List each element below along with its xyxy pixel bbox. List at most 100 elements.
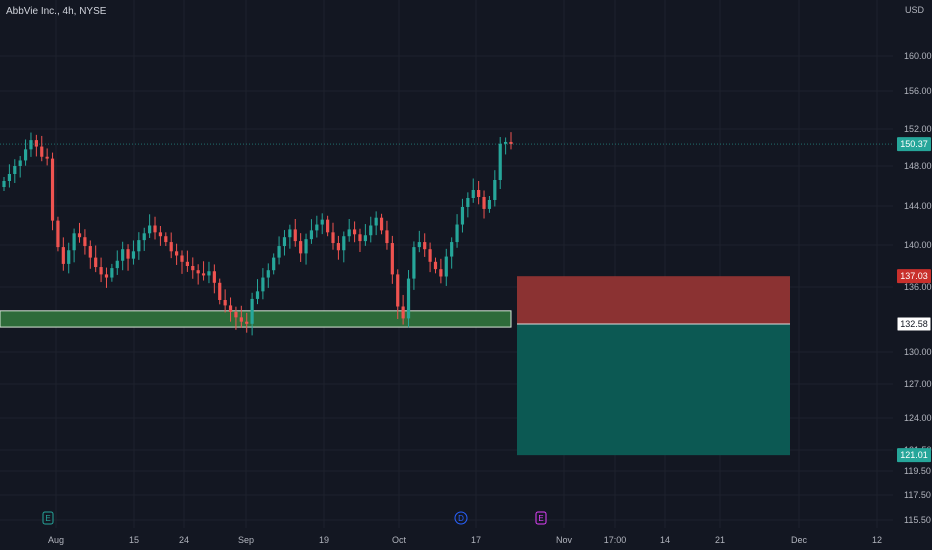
candle-body xyxy=(18,160,22,166)
candle-body xyxy=(352,229,357,235)
candle-body xyxy=(126,249,130,259)
event-marker-dividend[interactable]: D xyxy=(454,511,468,525)
time-axis-label: 21 xyxy=(715,535,725,545)
candle-body xyxy=(61,247,65,264)
candle-body xyxy=(439,269,443,277)
candle-body xyxy=(196,270,200,274)
candle-body xyxy=(239,317,243,322)
event-marker-label: E xyxy=(45,514,50,523)
candle-body xyxy=(487,200,492,209)
entry-price-tag: 132.58 xyxy=(896,316,932,332)
time-axis-label: 15 xyxy=(129,535,139,545)
candle-body xyxy=(363,235,367,242)
candle-body xyxy=(471,190,475,198)
candle-body xyxy=(504,141,508,144)
last-price-tag: 150.37 xyxy=(897,137,931,152)
candle-body xyxy=(347,229,351,237)
price-tags: 150.37 137.03 132.58 121.01 xyxy=(896,137,932,463)
candle-body xyxy=(115,260,119,269)
candle-body xyxy=(148,225,152,234)
candle-body xyxy=(110,268,114,278)
time-axis-label: Nov xyxy=(556,535,573,545)
time-axis-label: 14 xyxy=(660,535,670,545)
candle-body xyxy=(13,166,17,174)
time-axis-label: 24 xyxy=(179,535,189,545)
price-axis-label: 130.00 xyxy=(904,347,932,357)
candle-body xyxy=(493,180,497,200)
price-axis-label: 152.00 xyxy=(904,124,932,134)
candle-body xyxy=(131,251,136,259)
candle-body xyxy=(477,190,481,197)
candle-body xyxy=(309,230,314,240)
candle-body xyxy=(201,273,206,276)
candle-body xyxy=(385,230,389,244)
candle-body xyxy=(320,219,324,225)
candle-body xyxy=(412,247,416,279)
candle-body xyxy=(277,246,281,258)
candle-body xyxy=(304,239,308,254)
candle-body xyxy=(7,174,11,181)
candle-body xyxy=(34,140,38,147)
candle-body xyxy=(509,141,513,145)
time-axis-label: Dec xyxy=(791,535,808,545)
candle-body xyxy=(218,282,222,300)
candle-body xyxy=(336,243,341,251)
price-axis[interactable]: USD 160.00 156.00 152.00 148.00 144.00 140.00… xyxy=(904,5,932,525)
short-position-stop-zone[interactable] xyxy=(517,276,790,325)
stop-price-tag-value: 137.03 xyxy=(900,271,928,281)
candle-body xyxy=(2,181,6,187)
candle-body xyxy=(433,261,438,270)
candle-body xyxy=(50,158,55,221)
candle-body xyxy=(174,251,179,256)
drawing-zones[interactable] xyxy=(0,276,790,456)
candle-body xyxy=(406,278,411,319)
candle-body xyxy=(164,236,168,243)
price-axis-label: 124.00 xyxy=(904,413,932,423)
time-axis-label: 17 xyxy=(471,535,481,545)
candle-body xyxy=(444,256,448,277)
candle-body xyxy=(250,298,254,324)
support-zone[interactable] xyxy=(0,310,512,328)
candle-body xyxy=(56,220,60,248)
event-marker-earnings-upcoming[interactable]: E xyxy=(535,511,547,525)
event-marker-label: D xyxy=(458,514,464,523)
candle-body xyxy=(245,321,249,324)
candle-body xyxy=(272,257,276,271)
candle-body xyxy=(255,291,260,299)
candle-body xyxy=(417,242,421,248)
candle-body xyxy=(185,261,189,266)
candle-body xyxy=(223,300,227,306)
entry-price-tag-value: 132.58 xyxy=(900,319,928,329)
candle-body xyxy=(212,271,216,283)
candle-body xyxy=(29,140,33,150)
target-price-tag: 121.01 xyxy=(897,448,931,463)
candle-body xyxy=(326,219,330,233)
candle-body xyxy=(137,240,141,252)
candle-body xyxy=(315,224,319,231)
candle-body xyxy=(423,242,427,250)
time-axis-label: 17:00 xyxy=(604,535,627,545)
candle-body xyxy=(331,232,335,244)
candle-body xyxy=(466,198,470,207)
event-marker-earnings[interactable]: E xyxy=(42,511,54,525)
candle-body xyxy=(460,206,465,225)
time-axis-label: Aug xyxy=(48,535,64,545)
price-axis-currency: USD xyxy=(905,5,925,15)
price-candles xyxy=(2,132,513,336)
candle-body xyxy=(83,237,87,247)
candle-body xyxy=(374,217,378,226)
time-axis[interactable]: Aug 15 24 Sep 19 Oct 17 Nov 17:00 14 21 Dec 12 xyxy=(48,535,882,545)
candle-body xyxy=(390,243,394,275)
price-axis-label: 156.00 xyxy=(904,86,932,96)
price-axis-label: 127.00 xyxy=(904,379,932,389)
candle-body xyxy=(169,242,173,252)
candle-body xyxy=(153,225,157,233)
price-axis-label: 160.00 xyxy=(904,51,932,61)
price-axis-label: 144.00 xyxy=(904,201,932,211)
price-axis-label: 115.50 xyxy=(904,515,931,525)
candle-body xyxy=(396,274,400,307)
short-position-target-zone[interactable] xyxy=(517,324,790,456)
candle-body xyxy=(379,217,384,231)
